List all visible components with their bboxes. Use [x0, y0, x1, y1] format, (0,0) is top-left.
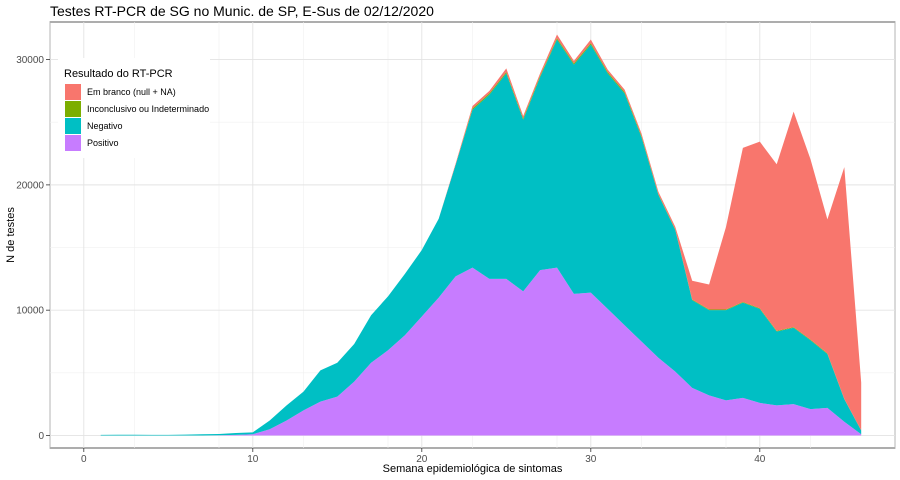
- legend: Resultado do RT-PCR Em branco (null + NA…: [58, 58, 210, 158]
- y-axis-title: N de testes: [5, 207, 17, 263]
- y-tick-label: 0: [38, 431, 44, 442]
- chart-title: Testes RT-PCR de SG no Munic. de SP, E-S…: [50, 3, 434, 19]
- legend-title: Resultado do RT-PCR: [64, 68, 173, 80]
- stacked-areas: [100, 34, 862, 436]
- legend-box: [58, 58, 210, 158]
- legend-label: Em branco (null + NA): [87, 87, 176, 97]
- x-tick-label: 20: [416, 454, 428, 465]
- x-tick-label: 30: [585, 454, 597, 465]
- axes: 0 10 20 30 40 0 10000 20000 30000: [16, 55, 766, 465]
- legend-label: Inconclusivo ou Indeterminado: [87, 104, 209, 114]
- legend-key: [65, 118, 81, 134]
- y-tick-label: 20000: [16, 180, 44, 191]
- legend-key: [65, 135, 81, 151]
- x-tick-label: 40: [754, 454, 766, 465]
- legend-key: [65, 101, 81, 117]
- y-tick-label: 30000: [16, 55, 44, 66]
- x-axis-title: Semana epidemiológica de sintomas: [383, 463, 563, 475]
- x-tick-label: 10: [247, 454, 259, 465]
- area-positivo: [100, 267, 862, 436]
- legend-key: [65, 84, 81, 100]
- legend-label: Positivo: [87, 138, 119, 148]
- area-negativo: [100, 39, 862, 436]
- y-tick-label: 10000: [16, 306, 44, 317]
- x-tick-label: 0: [81, 454, 87, 465]
- legend-label: Negativo: [87, 121, 123, 131]
